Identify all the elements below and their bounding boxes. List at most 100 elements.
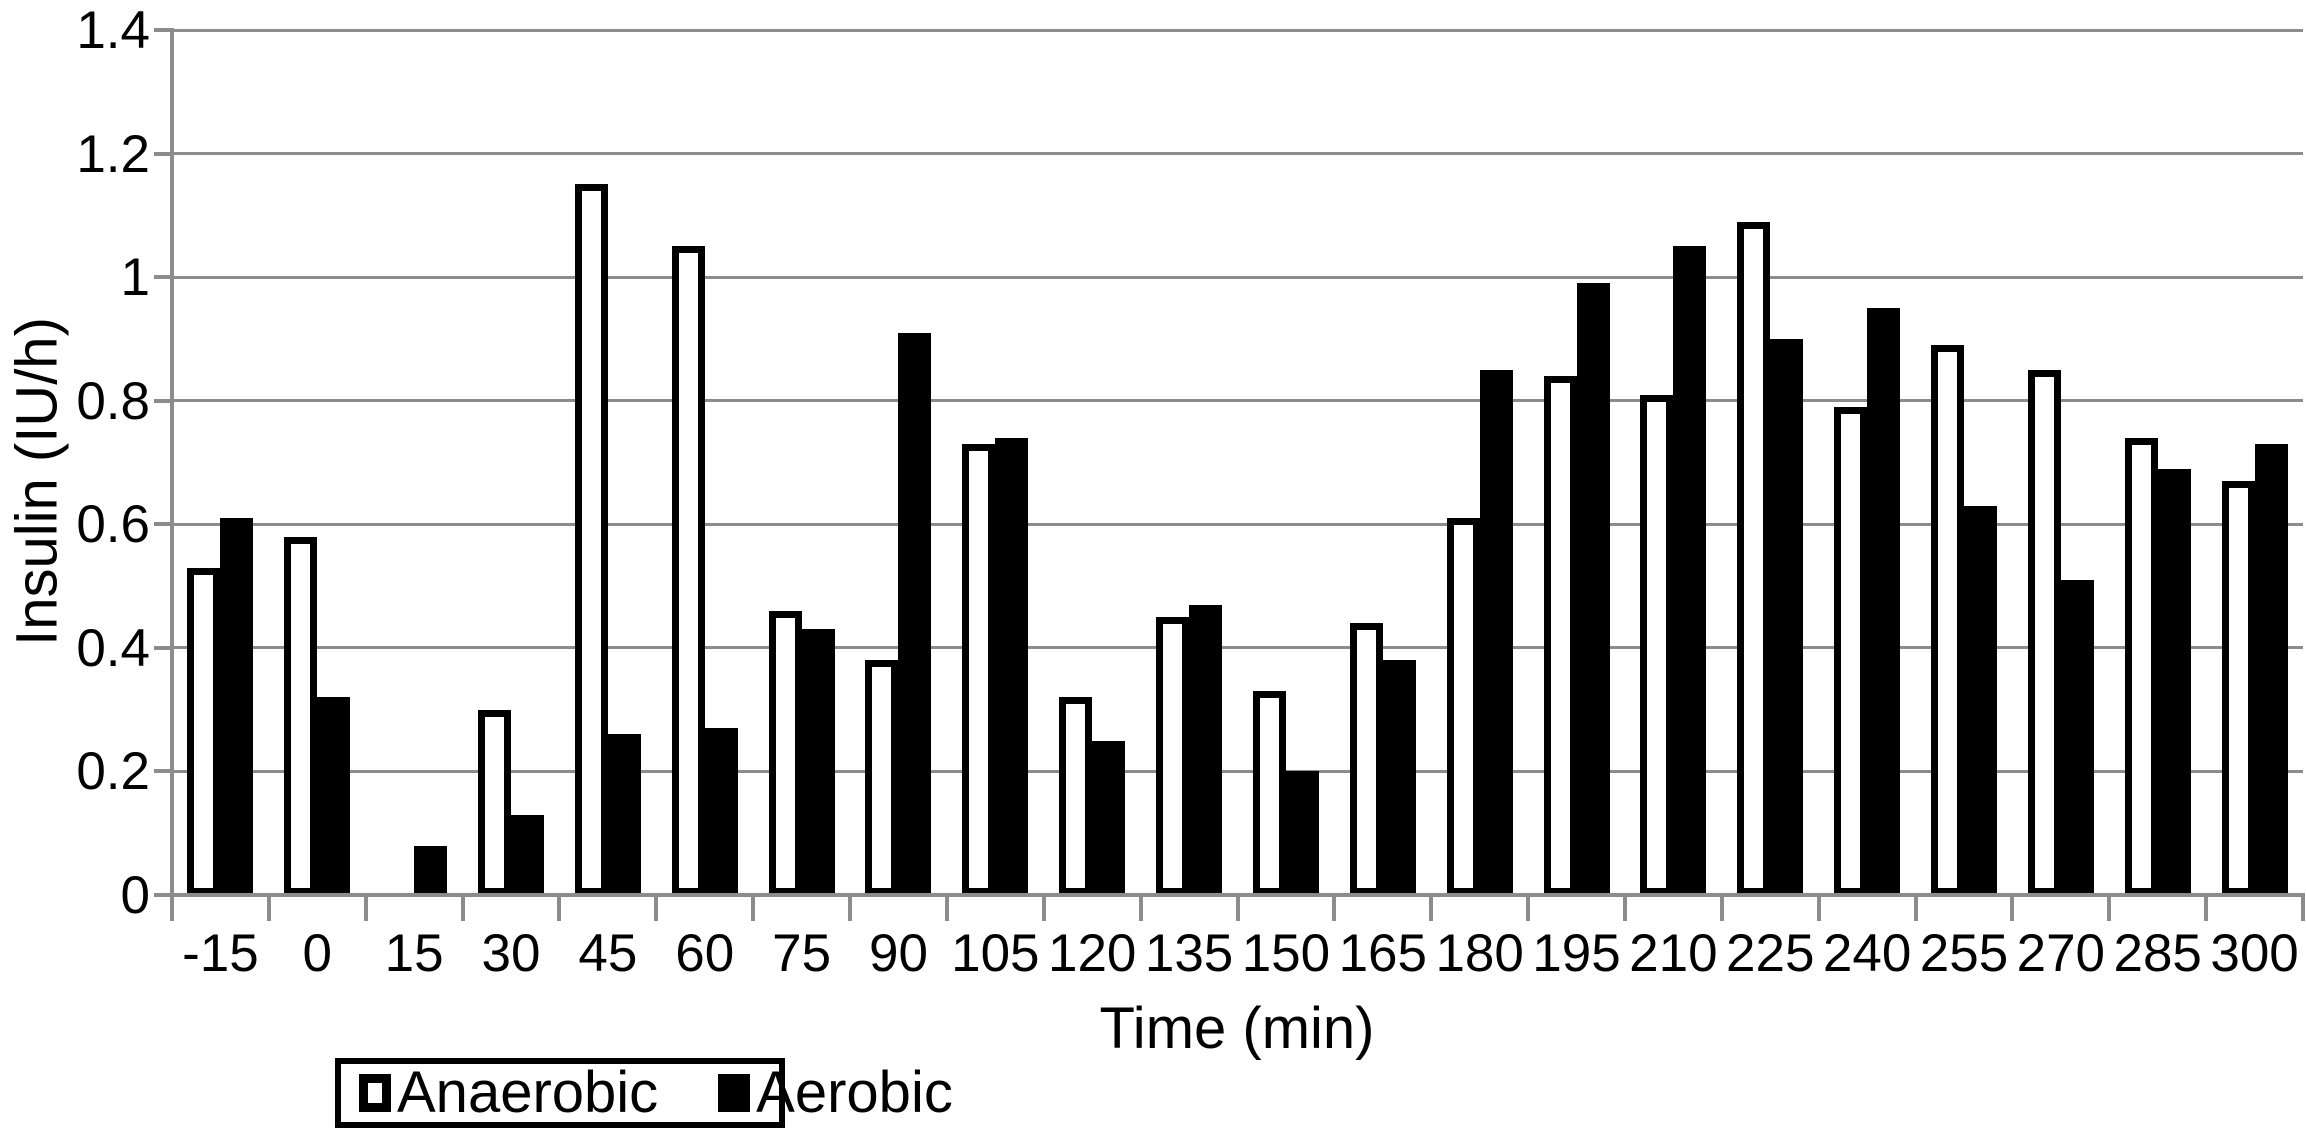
x-axis-tick (1816, 895, 1821, 921)
x-axis-tick (2301, 895, 2305, 921)
x-tick-label: -15 (182, 924, 259, 983)
bar-aerobic-195 (1576, 283, 1610, 895)
bar-aerobic-60 (704, 728, 738, 895)
x-tick-label: 75 (772, 924, 832, 983)
y-axis-line (170, 28, 174, 897)
x-axis-tick (848, 895, 853, 921)
x-axis-tick (170, 895, 174, 921)
x-tick-label: 285 (2113, 924, 2202, 983)
y-tick-label: 1.2 (76, 124, 150, 184)
bar-anaerobic-225 (1737, 221, 1771, 895)
bar-anaerobic-195 (1543, 376, 1577, 895)
x-tick-label: 180 (1435, 924, 1524, 983)
x-tick-label: 45 (578, 924, 638, 983)
bar-aerobic-15 (414, 845, 448, 895)
x-tick-label: 135 (1144, 924, 1234, 983)
bar-anaerobic-210 (1640, 394, 1674, 895)
bar-anaerobic-75 (768, 610, 802, 895)
x-axis-tick (363, 895, 368, 921)
legend-label-aerobic: Aerobic (756, 1060, 953, 1125)
x-axis-tick (1719, 895, 1724, 921)
bar-aerobic-300 (2254, 443, 2288, 895)
bar-aerobic-135 (1189, 604, 1223, 895)
gridline (172, 275, 2303, 279)
bar-aerobic-45 (607, 734, 641, 895)
x-tick-label: 30 (481, 924, 541, 983)
y-axis-tick (154, 522, 172, 527)
bar-anaerobic-255 (1930, 345, 1964, 895)
bar-anaerobic-135 (1156, 616, 1190, 895)
bar-aerobic-270 (2060, 579, 2094, 895)
y-tick-label: 0.6 (76, 495, 150, 555)
y-axis-tick (154, 893, 172, 897)
bar-aerobic-90 (898, 332, 932, 895)
y-tick-label: 0 (120, 866, 150, 925)
bar-aerobic-75 (801, 629, 835, 895)
anaerobic-swatch-icon (359, 1074, 391, 1112)
bar-aerobic-180 (1479, 369, 1513, 895)
bar-aerobic--15 (220, 518, 254, 895)
bar-anaerobic-165 (1349, 623, 1383, 895)
x-tick-label: 270 (2016, 924, 2106, 983)
bar-aerobic-210 (1673, 246, 1707, 895)
bar-anaerobic-45 (574, 184, 608, 895)
gridline (172, 769, 2303, 773)
bar-aerobic-0 (317, 697, 351, 895)
x-axis-tick (1138, 895, 1143, 921)
x-tick-label: 210 (1629, 924, 1718, 983)
gridline (172, 399, 2303, 403)
x-tick-label: 255 (1919, 924, 2009, 983)
bar-anaerobic-105 (962, 443, 996, 895)
bar-anaerobic-300 (2221, 481, 2255, 895)
x-tick-label: 225 (1726, 924, 1815, 983)
legend-item-anaerobic: Anaerobic (341, 1064, 658, 1122)
bar-anaerobic--15 (187, 567, 221, 895)
y-tick-label: 0.8 (76, 371, 150, 431)
x-axis-tick (944, 895, 949, 921)
x-axis-tick (1332, 895, 1337, 921)
x-axis-tick (1041, 895, 1046, 921)
x-tick-label: 15 (384, 924, 444, 983)
x-axis-tick (460, 895, 465, 921)
bar-anaerobic-285 (2124, 437, 2158, 895)
y-tick-label: 1 (120, 248, 150, 308)
y-tick-label: 0.2 (76, 742, 150, 802)
gridline (172, 522, 2303, 526)
bar-aerobic-120 (1092, 740, 1126, 895)
bar-aerobic-240 (1867, 308, 1901, 895)
gridline (172, 28, 2303, 32)
gridline (172, 152, 2303, 156)
bar-anaerobic-90 (865, 660, 899, 895)
x-tick-label: 165 (1338, 924, 1427, 983)
bar-anaerobic-0 (284, 536, 318, 895)
bar-aerobic-255 (1963, 505, 1997, 895)
x-tick-label: 105 (951, 924, 1040, 983)
y-axis-tick (154, 769, 172, 774)
y-tick-label: 0.4 (76, 618, 150, 678)
legend: Anaerobic Aerobic (335, 1058, 953, 1128)
x-axis-tick (1622, 895, 1627, 921)
bar-anaerobic-180 (1446, 518, 1480, 895)
x-tick-label: 90 (868, 924, 928, 983)
x-axis-tick (1913, 895, 1918, 921)
y-axis-tick (154, 151, 172, 156)
bar-anaerobic-240 (1834, 406, 1868, 895)
y-axis-tick (154, 28, 172, 32)
x-axis-title: Time (min) (1099, 996, 1375, 1061)
x-tick-label: 240 (1822, 924, 1912, 983)
bar-aerobic-225 (1770, 338, 1804, 895)
x-axis-tick (266, 895, 271, 921)
y-axis-tick (154, 275, 172, 280)
x-tick-label: 60 (675, 924, 735, 983)
y-axis-tick (154, 398, 172, 403)
legend-label-anaerobic: Anaerobic (397, 1060, 659, 1125)
legend-item-aerobic: Aerobic (658, 1064, 953, 1122)
x-axis-tick (1429, 895, 1434, 921)
bar-aerobic-30 (511, 814, 545, 895)
bar-anaerobic-120 (1059, 697, 1093, 895)
x-tick-label: 195 (1532, 924, 1621, 983)
bar-anaerobic-270 (2027, 369, 2061, 895)
bar-aerobic-165 (1382, 660, 1416, 895)
y-axis-tick (154, 645, 172, 650)
